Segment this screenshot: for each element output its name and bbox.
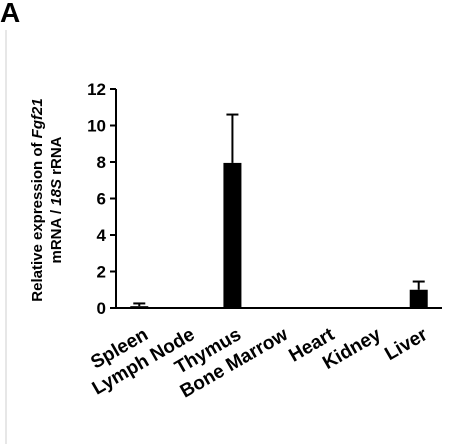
y-axis-title-line1-prefix: Relative expression of — [29, 138, 46, 301]
y-tick-label: 8 — [97, 153, 106, 172]
y-axis-title-line1: Relative expression of Fgf21 — [29, 98, 46, 301]
bar — [316, 307, 335, 308]
y-axis-title-line2: mRNA / 18S rRNA — [48, 136, 65, 263]
y-tick-label: 10 — [87, 117, 106, 136]
y-tick-label: 6 — [97, 190, 106, 209]
bar — [223, 162, 242, 308]
y-tick-label: 4 — [97, 226, 107, 245]
y-tick-label: 0 — [97, 299, 106, 318]
y-axis-title: Relative expression of Fgf21 mRNA / 18S … — [29, 98, 65, 301]
bar — [409, 289, 428, 308]
y-axis-title-line2-suffix: rRNA — [48, 136, 65, 179]
bar — [270, 307, 288, 308]
bar — [130, 306, 149, 308]
bar — [176, 307, 195, 308]
y-tick-label: 2 — [97, 263, 106, 282]
y-axis-title-line1-gene: Fgf21 — [29, 98, 46, 138]
y-tick-label: 12 — [87, 80, 106, 99]
x-category-label: Liver — [381, 324, 431, 365]
bar — [363, 307, 382, 308]
y-axis-title-line2-gene: 18S — [48, 179, 65, 206]
y-axis-title-line2-prefix: mRNA / — [48, 206, 65, 264]
panel-label: A — [0, 0, 20, 28]
